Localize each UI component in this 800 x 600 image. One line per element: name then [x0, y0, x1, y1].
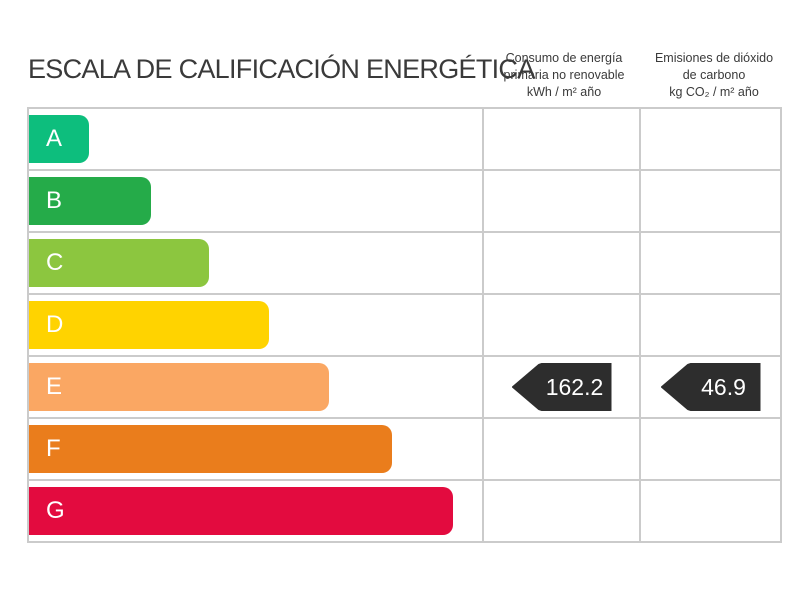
rating-bar-e: E [29, 363, 329, 411]
scale-cell-b: B [29, 171, 484, 231]
consumption-header-unit: kWh / m² año [526, 85, 602, 99]
rating-bar-d: D [29, 301, 269, 349]
emissions-value-arrow: 46.9 [660, 363, 761, 411]
rating-letter-a: A [46, 125, 63, 152]
emissions-cell-a [641, 109, 780, 169]
rating-bar-g: G [29, 487, 453, 535]
emissions-header-line1: Emisiones de dióxido [654, 51, 774, 65]
emissions-cell-d [641, 295, 780, 355]
rating-row-b: B [29, 171, 780, 233]
consumption-cell-d [484, 295, 641, 355]
scale-cell-g: G [29, 481, 484, 541]
emissions-cell-g [641, 481, 780, 541]
emissions-value: 46.9 [701, 373, 746, 400]
consumption-cell-c [484, 233, 641, 293]
emissions-cell-b [641, 171, 780, 231]
rating-bar-b: B [29, 177, 151, 225]
emissions-cell-f [641, 419, 780, 479]
rating-letter-d: D [46, 311, 64, 338]
rating-letter-b: B [46, 187, 63, 214]
rating-row-a: A [29, 109, 780, 171]
scale-cell-e: E [29, 357, 484, 417]
rating-bar-c: C [29, 239, 209, 287]
rating-bar-a: A [29, 115, 89, 163]
rating-row-d: D [29, 295, 780, 357]
scale-cell-d: D [29, 295, 484, 355]
rating-row-f: F [29, 419, 780, 481]
rating-row-c: C [29, 233, 780, 295]
page-title: ESCALA DE CALIFICACIÓN ENERGÉTICA [28, 54, 535, 84]
rating-letter-f: F [46, 435, 61, 462]
consumption-cell-e: 162.2 [484, 357, 641, 417]
emissions-cell-e: 46.9 [641, 357, 780, 417]
consumption-cell-a [484, 109, 641, 169]
rating-letter-g: G [46, 497, 65, 524]
scale-cell-a: A [29, 109, 484, 169]
scale-cell-f: F [29, 419, 484, 479]
rating-letter-e: E [46, 373, 63, 400]
consumption-value-arrow: 162.2 [511, 363, 612, 411]
rating-bar-f: F [29, 425, 392, 473]
consumption-column-header: Consumo de energía primaria no renovable… [483, 50, 645, 101]
rating-row-g: G [29, 481, 780, 541]
emissions-cell-c [641, 233, 780, 293]
consumption-header-line2: primaria no renovable [503, 68, 625, 82]
rating-row-e: E 162.2 46.9 [29, 357, 780, 419]
consumption-cell-g [484, 481, 641, 541]
consumption-cell-b [484, 171, 641, 231]
emissions-header-line2: de carbono [682, 68, 746, 82]
consumption-cell-f [484, 419, 641, 479]
scale-cell-c: C [29, 233, 484, 293]
emissions-header-unit: kg CO₂ / m² año [669, 85, 759, 99]
consumption-header-line1: Consumo de energía [505, 51, 623, 65]
rating-scale-table: A B C [27, 107, 782, 543]
rating-letter-c: C [46, 249, 64, 276]
consumption-value: 162.2 [545, 373, 604, 400]
emissions-column-header: Emisiones de dióxido de carbono kg CO₂ /… [642, 50, 786, 101]
